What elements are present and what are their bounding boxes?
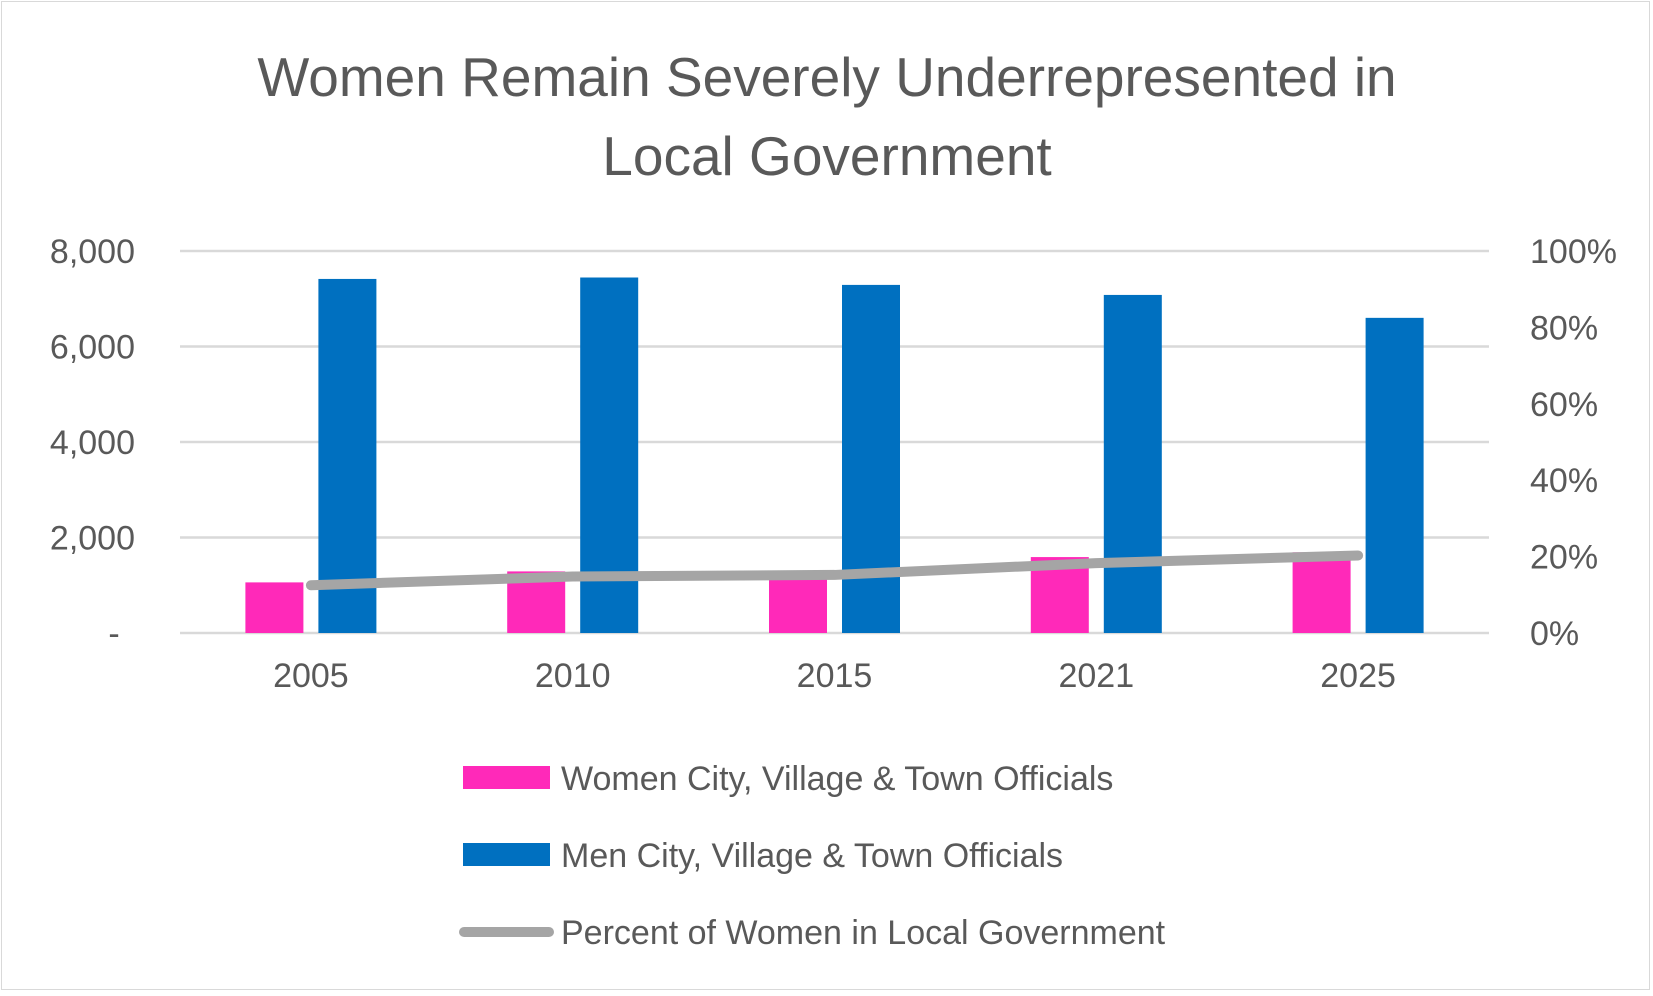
legend-swatch (463, 843, 550, 866)
bar-women-2005 (245, 582, 303, 633)
x-tick-label: 2010 (535, 657, 611, 695)
y-right-tick-label: 80% (1530, 309, 1598, 347)
y-right-tick-label: 40% (1530, 462, 1598, 500)
y-left-tick-label: 6,000 (50, 329, 135, 367)
legend-label: Percent of Women in Local Government (561, 914, 1166, 952)
x-tick-label: 2005 (273, 657, 349, 695)
y-right-tick-label: 100% (1530, 233, 1617, 271)
x-tick-label: 2025 (1320, 657, 1396, 695)
legend-label: Men City, Village & Town Officials (561, 837, 1063, 875)
y-left-tick-label: 8,000 (50, 233, 135, 271)
chart-title-line-2: Local Government (602, 125, 1051, 187)
chart-title-line-1: Women Remain Severely Underrepresented i… (257, 46, 1396, 108)
bar-men-2021 (1104, 295, 1162, 633)
y-left-tick-label: - (108, 615, 119, 653)
y-right-tick-label: 20% (1530, 539, 1598, 577)
bar-women-2025 (1293, 552, 1351, 633)
y-left-tick-label: 2,000 (50, 520, 135, 558)
bar-men-2015 (842, 285, 900, 633)
y-right-tick-label: 60% (1530, 386, 1598, 424)
x-tick-label: 2021 (1058, 657, 1134, 695)
y-left-tick-label: 4,000 (50, 424, 135, 462)
legend-swatch (463, 766, 550, 789)
y-right-tick-label: 0% (1530, 615, 1579, 653)
bar-men-2025 (1366, 318, 1424, 633)
x-tick-label: 2015 (797, 657, 873, 695)
legend-label: Women City, Village & Town Officials (561, 760, 1113, 798)
line-percent-women (311, 555, 1358, 585)
